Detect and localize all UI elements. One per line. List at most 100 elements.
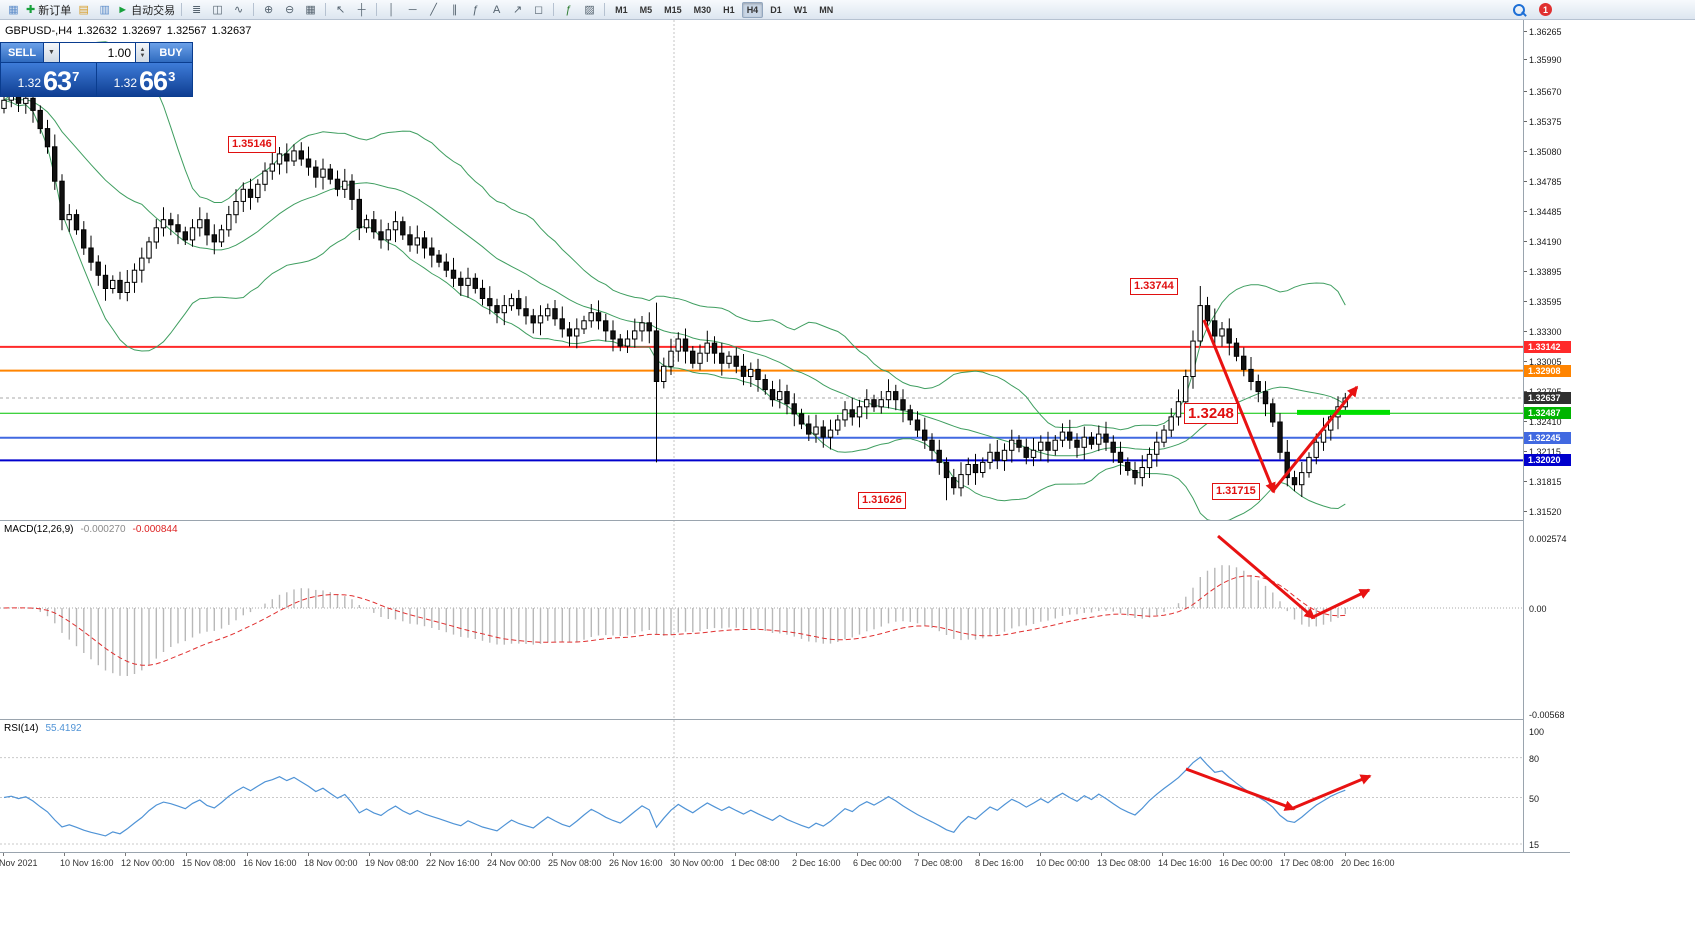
price-scale[interactable]: 1.36265 1.35990 1.35670 1.35375 1.35080 1.347…	[1523, 20, 1571, 852]
cursor-icon: ↖	[336, 4, 346, 16]
price-badge[interactable]: 1.32020	[1524, 454, 1571, 466]
text-button[interactable]: A	[486, 2, 507, 18]
macd-scale-label: 0.00	[1529, 604, 1547, 614]
bollinger-bands	[3, 41, 1346, 520]
price-tick-mark	[1524, 241, 1527, 242]
price-tick-label: 1.31815	[1529, 477, 1562, 487]
timeframe-m1[interactable]: M1	[615, 4, 628, 15]
autotrading-button[interactable]: ► 自动交易	[115, 2, 177, 18]
timeframe-mn[interactable]: MN	[819, 4, 834, 15]
time-tick-mark	[735, 853, 736, 856]
timeframe-h1[interactable]: H1	[723, 4, 735, 15]
volume-up-icon[interactable]: ▲	[139, 46, 146, 53]
time-tick-mark	[308, 853, 309, 856]
indicators-icon: ƒ	[565, 3, 572, 16]
timeframe-d1[interactable]: D1	[770, 4, 782, 15]
volume-stepper[interactable]: ▲ ▼	[135, 43, 150, 62]
zoom-in-button[interactable]: ⊕	[258, 2, 279, 18]
channel-button[interactable]: ∥	[444, 2, 465, 18]
profiles-button[interactable]: ▥	[94, 2, 115, 18]
arrows-object-button[interactable]: ↗	[507, 2, 528, 18]
time-label: 22 Nov 16:00	[426, 858, 480, 868]
cursor-button[interactable]: ↖	[330, 2, 351, 18]
price-badge[interactable]: 1.32487	[1524, 407, 1571, 419]
chart-canvas[interactable]	[0, 0, 1523, 872]
time-label: 17 Dec 08:00	[1280, 858, 1334, 868]
price-badge[interactable]: 1.32245	[1524, 432, 1571, 444]
bars-chart-button[interactable]: ≣	[186, 2, 207, 18]
new-chart-button[interactable]: ▦	[3, 2, 24, 18]
charts-folder-button[interactable]: ▤	[73, 2, 94, 18]
indicators-button[interactable]: ƒ	[558, 2, 579, 18]
volume-dropdown-caret[interactable]: ▼	[43, 43, 60, 62]
panel-separator[interactable]	[0, 520, 1570, 521]
timeframe-m15[interactable]: M15	[664, 4, 682, 15]
rsi-header: RSI(14) 55.4192	[4, 723, 82, 734]
tile-windows-button[interactable]: ▦	[300, 2, 321, 18]
shapes-button[interactable]: ◻	[528, 2, 549, 18]
horizontal-lines[interactable]	[0, 345, 1523, 462]
price-callout[interactable]: 1.31715	[1212, 483, 1260, 500]
toolbar-right: 1	[1513, 3, 1552, 16]
new-order-button-label: 新订单	[38, 4, 72, 17]
sell-price-pip: 7	[72, 69, 80, 84]
line-chart-button[interactable]: ∿	[228, 2, 249, 18]
price-callout[interactable]: 1.31626	[858, 492, 906, 509]
time-label: Nov 2021	[0, 858, 38, 868]
timeframe-w1[interactable]: W1	[793, 4, 808, 15]
search-icon[interactable]	[1513, 3, 1525, 16]
price-badge[interactable]: 1.33142	[1524, 341, 1571, 353]
crosshair-button[interactable]: ┼	[351, 2, 372, 18]
price-callout[interactable]: 1.3248	[1184, 403, 1238, 424]
price-badge[interactable]: 1.32637	[1524, 392, 1571, 404]
horizontal-line-button[interactable]: ─	[402, 2, 423, 18]
time-tick-mark	[552, 853, 553, 856]
sell-price[interactable]: 1.32 63 7	[1, 63, 97, 96]
high-value: 1.32697	[122, 25, 162, 37]
timeframe-m5[interactable]: M5	[639, 4, 653, 15]
price-tick-mark	[1524, 151, 1527, 152]
price-tick-label: 1.33595	[1529, 297, 1562, 307]
time-tick-mark	[3, 853, 4, 856]
time-scale[interactable]: Nov 2021 10 Nov 16:00 12 Nov 00:00 15 Nov 0…	[0, 853, 1570, 872]
price-tick-mark	[1524, 91, 1527, 92]
price-tick-label: 1.32115	[1529, 447, 1561, 457]
price-tick-mark	[1524, 421, 1527, 422]
price-tick-mark	[1524, 511, 1527, 512]
panel-separator[interactable]	[0, 719, 1570, 720]
price-callout[interactable]: 1.35146	[228, 136, 276, 153]
templates-button[interactable]: ▨	[579, 2, 600, 18]
time-label: 18 Nov 00:00	[304, 858, 358, 868]
zoom-in-icon: ⊕	[264, 4, 274, 16]
trend-arrows[interactable]	[1185, 319, 1372, 811]
time-label: 15 Nov 08:00	[182, 858, 236, 868]
price-callout[interactable]: 1.33744	[1130, 278, 1178, 295]
volume-input[interactable]	[60, 43, 135, 62]
buy-price[interactable]: 1.32 66 3	[97, 63, 192, 96]
bars-chart-icon: ≣	[192, 4, 202, 16]
vertical-line-icon: │	[388, 3, 396, 16]
volume-down-icon[interactable]: ▼	[139, 52, 146, 59]
vertical-line-button[interactable]: │	[381, 2, 402, 18]
fibonacci-button[interactable]: ƒ	[465, 2, 486, 18]
buy-price-pip: 3	[168, 69, 176, 84]
trendline-button[interactable]: ╱	[423, 2, 444, 18]
timeframe-h4[interactable]: H4	[741, 1, 764, 18]
sell-button[interactable]: SELL	[1, 43, 43, 62]
buy-button[interactable]: BUY	[150, 43, 192, 62]
price-tick-mark	[1524, 31, 1527, 32]
price-tick-label: 1.33005	[1529, 357, 1562, 367]
timeframe-m30[interactable]: M30	[693, 4, 712, 15]
time-label: 10 Nov 16:00	[60, 858, 114, 868]
time-tick-mark	[1223, 853, 1224, 856]
sell-price-base: 1.32	[17, 76, 42, 90]
notifications-badge[interactable]: 1	[1539, 3, 1552, 16]
price-badge[interactable]: 1.32908	[1524, 365, 1571, 377]
candlestick-chart-button[interactable]: ◫	[207, 2, 228, 18]
rsi-plot	[0, 756, 1523, 845]
new-order-button[interactable]: ✚ 新订单	[24, 2, 73, 18]
price-tick-label: 1.33895	[1529, 267, 1562, 277]
zoom-out-button[interactable]: ⊖	[279, 2, 300, 18]
